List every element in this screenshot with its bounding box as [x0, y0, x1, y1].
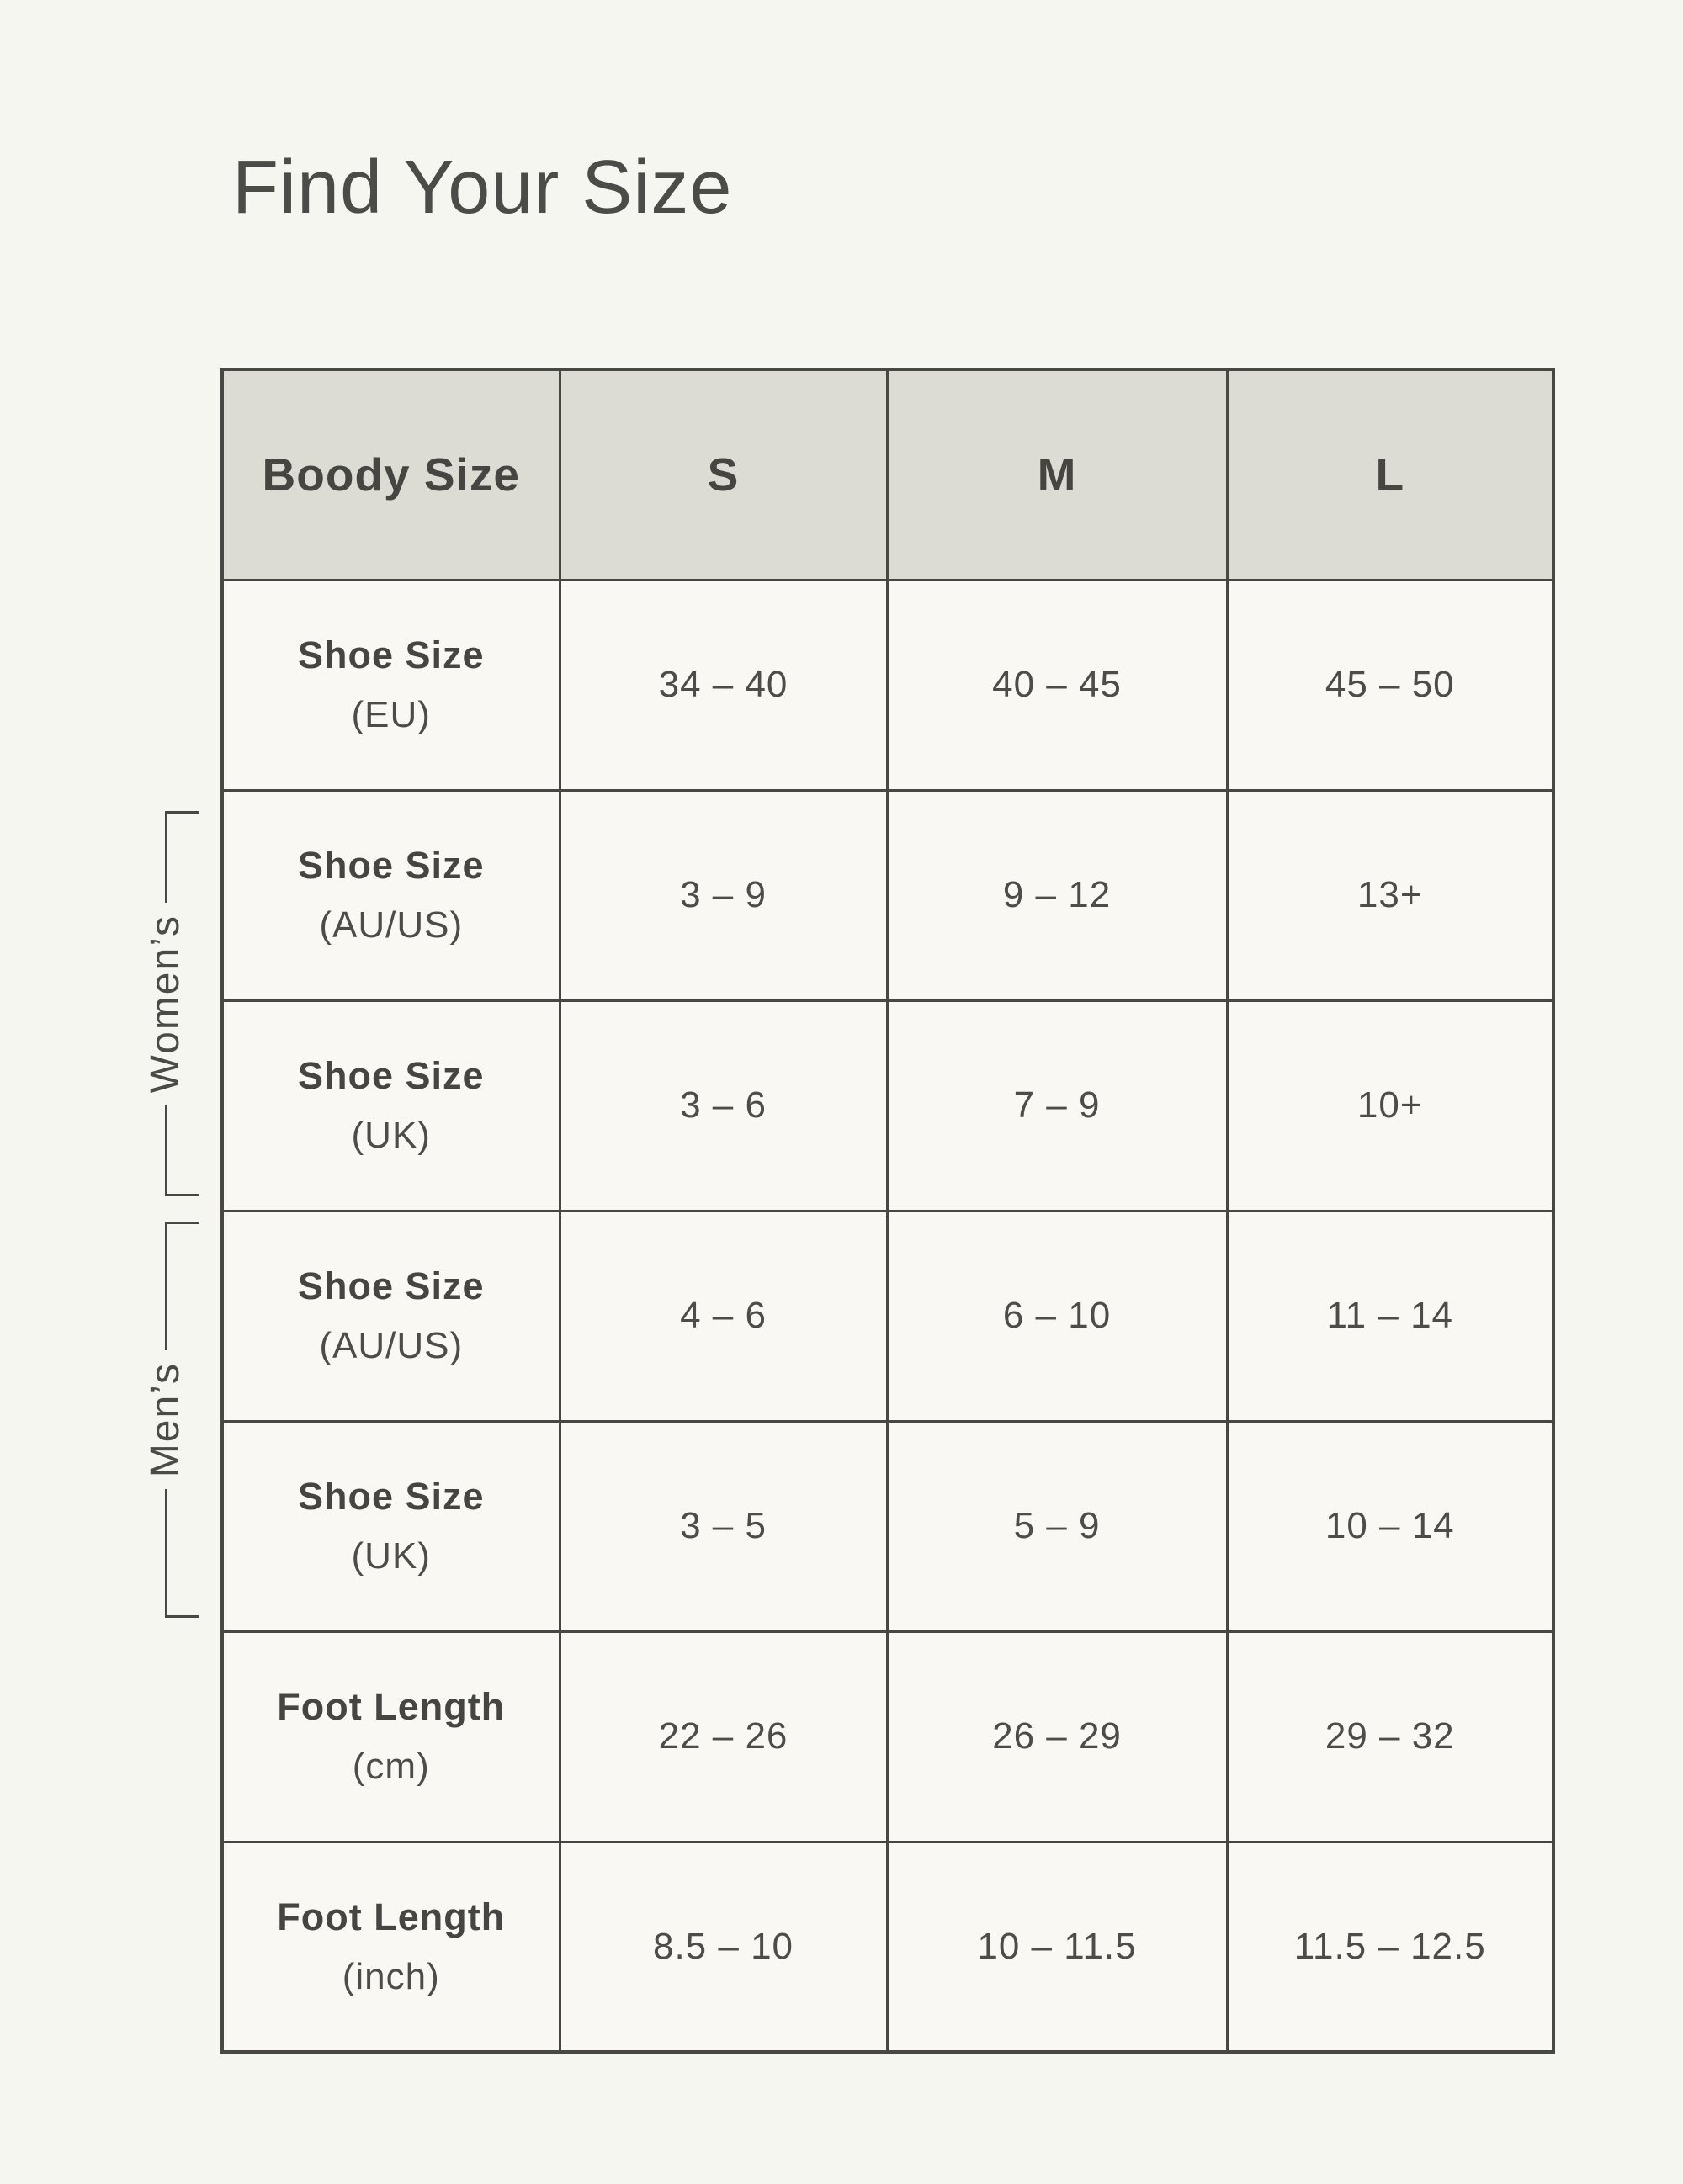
mens-group-bracket: Men’s: [143, 1222, 215, 1619]
size-table: Boody Size S M L Shoe Size (EU) 34 – 40 …: [220, 368, 1555, 2054]
table-header-row: Boody Size S M L: [220, 368, 1555, 581]
cell-value: 9 – 12: [885, 788, 1229, 1002]
womens-bracket-label: Women’s: [143, 914, 188, 1094]
mens-bracket-bottom-arm: [165, 1489, 199, 1619]
size-column-header-s: S: [558, 368, 889, 581]
row-label-cell: Foot Length (inch): [220, 1840, 561, 2054]
table-row-foot-length-inch: Foot Length (inch) 8.5 – 10 10 – 11.5 11…: [220, 1840, 1555, 2054]
row-label-cell: Shoe Size (UK): [220, 1419, 561, 1633]
table-row-mens-shoe-uk: Shoe Size (UK) 3 – 5 5 – 9 10 – 14: [220, 1419, 1555, 1633]
row-label: Shoe Size: [297, 1475, 485, 1518]
womens-bracket-bottom-arm: [165, 1105, 199, 1196]
table-row-shoe-eu: Shoe Size (EU) 34 – 40 40 – 45 45 – 50: [220, 578, 1555, 792]
cell-value: 40 – 45: [885, 578, 1229, 792]
cell-value: 3 – 5: [558, 1419, 889, 1633]
cell-value: 7 – 9: [885, 999, 1229, 1212]
cell-value: 5 – 9: [885, 1419, 1229, 1633]
womens-group-bracket: Women’s: [143, 811, 215, 1196]
cell-value: 8.5 – 10: [558, 1840, 889, 2054]
cell-value: 4 – 6: [558, 1209, 889, 1423]
page-title: Find Your Size: [232, 146, 733, 230]
size-column-header-m: M: [885, 368, 1229, 581]
row-unit: (UK): [351, 1115, 431, 1156]
row-label-cell: Shoe Size (EU): [220, 578, 561, 792]
cell-value: 34 – 40: [558, 578, 889, 792]
table-row-foot-length-cm: Foot Length (cm) 22 – 26 26 – 29 29 – 32: [220, 1630, 1555, 1843]
table-row-womens-shoe-uk: Shoe Size (UK) 3 – 6 7 – 9 10+: [220, 999, 1555, 1212]
row-label: Foot Length: [277, 1685, 506, 1728]
mens-bracket-top-arm: [165, 1222, 199, 1350]
row-unit: (UK): [351, 1535, 431, 1577]
cell-value: 10 – 14: [1225, 1419, 1555, 1633]
table-row-womens-shoe-auus: Shoe Size (AU/US) 3 – 9 9 – 12 13+: [220, 788, 1555, 1002]
cell-value: 10+: [1225, 999, 1555, 1212]
row-label: Shoe Size: [297, 1264, 485, 1307]
row-unit: (EU): [351, 694, 431, 735]
row-label-cell: Shoe Size (UK): [220, 999, 561, 1212]
row-label: Foot Length: [277, 1895, 506, 1938]
corner-header: Boody Size: [220, 368, 561, 581]
womens-bracket-top-arm: [165, 811, 199, 903]
cell-value: 45 – 50: [1225, 578, 1555, 792]
row-label-cell: Shoe Size (AU/US): [220, 1209, 561, 1423]
row-unit: (cm): [352, 1746, 430, 1787]
table-row-mens-shoe-auus: Shoe Size (AU/US) 4 – 6 6 – 10 11 – 14: [220, 1209, 1555, 1423]
row-unit: (AU/US): [319, 904, 464, 946]
row-label-cell: Foot Length (cm): [220, 1630, 561, 1843]
row-label-cell: Shoe Size (AU/US): [220, 788, 561, 1002]
cell-value: 10 – 11.5: [885, 1840, 1229, 2054]
row-label: Shoe Size: [297, 844, 485, 887]
cell-value: 29 – 32: [1225, 1630, 1555, 1843]
cell-value: 3 – 6: [558, 999, 889, 1212]
cell-value: 26 – 29: [885, 1630, 1229, 1843]
mens-bracket-label: Men’s: [143, 1361, 188, 1478]
cell-value: 6 – 10: [885, 1209, 1229, 1423]
row-label: Shoe Size: [297, 633, 485, 676]
row-unit: (AU/US): [319, 1325, 464, 1366]
size-column-header-l: L: [1225, 368, 1555, 581]
cell-value: 11.5 – 12.5: [1225, 1840, 1555, 2054]
cell-value: 3 – 9: [558, 788, 889, 1002]
cell-value: 22 – 26: [558, 1630, 889, 1843]
cell-value: 13+: [1225, 788, 1555, 1002]
row-label: Shoe Size: [297, 1054, 485, 1097]
cell-value: 11 – 14: [1225, 1209, 1555, 1423]
row-unit: (inch): [342, 1955, 440, 1997]
